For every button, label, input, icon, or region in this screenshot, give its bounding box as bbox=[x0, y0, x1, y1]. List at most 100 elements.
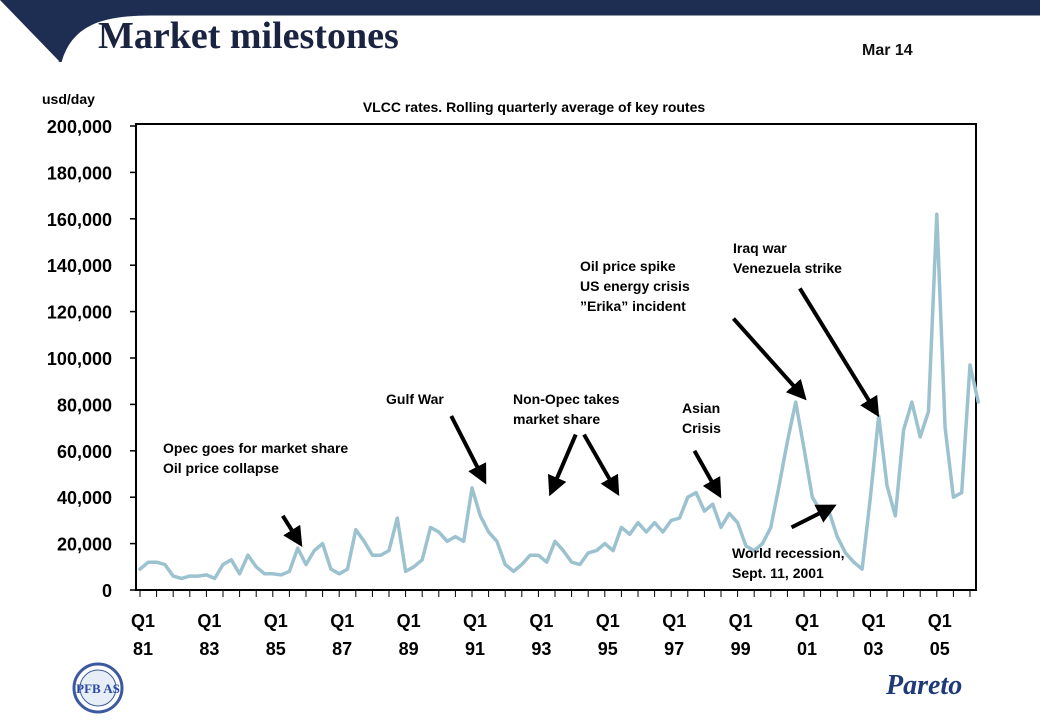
data-point bbox=[229, 558, 233, 562]
data-point bbox=[520, 563, 524, 566]
data-point bbox=[163, 563, 167, 566]
data-point bbox=[404, 570, 407, 573]
data-point bbox=[329, 567, 333, 571]
data-point bbox=[769, 525, 773, 529]
annotation-text: Non-Opec takes bbox=[513, 391, 620, 407]
data-point bbox=[171, 574, 175, 578]
data-point bbox=[852, 560, 856, 564]
data-point bbox=[802, 447, 806, 450]
data-point bbox=[603, 542, 607, 545]
data-point bbox=[777, 484, 781, 487]
y-tick-label: 140,000 bbox=[47, 256, 112, 276]
data-point bbox=[578, 563, 582, 566]
x-tick-year-label: 89 bbox=[399, 639, 419, 659]
header-underline bbox=[58, 12, 1040, 62]
data-point bbox=[238, 572, 242, 576]
annotation-text: market share bbox=[513, 411, 600, 427]
data-point bbox=[362, 539, 366, 543]
y-tick-label: 120,000 bbox=[47, 303, 112, 323]
x-tick-year-label: 01 bbox=[797, 639, 817, 659]
y-tick-label: 160,000 bbox=[47, 210, 112, 230]
data-point bbox=[595, 549, 598, 552]
data-point bbox=[213, 577, 217, 580]
data-point bbox=[844, 551, 847, 555]
data-point bbox=[279, 573, 283, 577]
y-tick-label: 0 bbox=[102, 581, 112, 601]
x-tick-year-label: 93 bbox=[531, 639, 551, 659]
data-point bbox=[628, 532, 632, 536]
x-tick-quarter-label: Q1 bbox=[729, 611, 753, 631]
pareto-logo: Pareto bbox=[886, 670, 963, 701]
data-point bbox=[661, 530, 665, 534]
data-point bbox=[927, 409, 930, 413]
data-point bbox=[337, 572, 341, 576]
data-point bbox=[935, 212, 939, 216]
y-tick-label: 80,000 bbox=[57, 395, 112, 415]
data-point bbox=[395, 516, 399, 520]
data-point bbox=[387, 549, 391, 552]
data-point bbox=[902, 428, 905, 432]
data-point bbox=[478, 514, 482, 518]
x-tick-quarter-label: Q1 bbox=[861, 611, 885, 631]
data-point bbox=[943, 426, 947, 429]
data-point bbox=[205, 573, 208, 577]
data-point bbox=[304, 563, 308, 566]
x-tick-quarter-label: Q1 bbox=[463, 611, 487, 631]
data-point bbox=[719, 525, 723, 529]
data-point bbox=[727, 512, 731, 515]
data-point bbox=[454, 535, 457, 539]
data-point bbox=[893, 514, 897, 518]
data-point bbox=[180, 577, 183, 580]
x-tick-quarter-label: Q1 bbox=[596, 611, 620, 631]
x-tick-quarter-label: Q1 bbox=[795, 611, 819, 631]
data-point bbox=[246, 553, 250, 557]
x-tick-year-label: 05 bbox=[930, 639, 950, 659]
data-point bbox=[869, 495, 872, 499]
annotation-arrow bbox=[582, 433, 620, 497]
annotation-text: Venezuela strike bbox=[733, 260, 842, 276]
annotation-arrow bbox=[692, 449, 722, 499]
slide-title: Market milestones bbox=[98, 15, 399, 57]
x-tick-year-label: 83 bbox=[199, 639, 219, 659]
data-point bbox=[703, 509, 706, 513]
data-point bbox=[412, 565, 416, 569]
x-tick-year-label: 81 bbox=[133, 639, 153, 659]
annotation-text: Gulf War bbox=[386, 391, 444, 407]
data-point bbox=[711, 502, 715, 506]
data-point bbox=[586, 551, 590, 555]
data-point bbox=[263, 572, 266, 576]
y-axis: 0 20,000 40,000 60,000 80,000 100,000 120,000 1… bbox=[47, 117, 136, 601]
annotation-text: Opec goes for market share bbox=[163, 440, 348, 456]
data-point bbox=[437, 530, 441, 534]
annotation-arrow bbox=[547, 433, 578, 497]
annotation-arrow bbox=[449, 415, 487, 485]
annotation-text: US energy crisis bbox=[580, 278, 690, 294]
annotation-arrow bbox=[798, 287, 880, 418]
data-point bbox=[752, 549, 756, 552]
data-point bbox=[296, 546, 300, 550]
y-tick-label: 100,000 bbox=[47, 349, 112, 369]
annotation-text: ”Erika” incident bbox=[580, 298, 686, 314]
data-point bbox=[810, 495, 814, 499]
x-tick-year-label: 95 bbox=[598, 639, 618, 659]
data-point bbox=[138, 567, 142, 571]
data-point bbox=[561, 549, 565, 552]
data-point bbox=[653, 521, 656, 525]
data-point bbox=[312, 549, 316, 552]
data-point bbox=[620, 525, 623, 529]
data-point bbox=[860, 567, 864, 571]
data-point bbox=[794, 400, 798, 404]
data-point bbox=[346, 567, 349, 571]
data-point bbox=[744, 544, 748, 548]
data-point bbox=[188, 574, 192, 578]
data-point bbox=[761, 542, 764, 545]
data-point bbox=[694, 491, 698, 494]
data-point bbox=[321, 542, 324, 545]
data-point bbox=[835, 535, 839, 539]
header-banner bbox=[0, 0, 1040, 62]
annotation-text: Crisis bbox=[682, 420, 721, 436]
data-point bbox=[968, 363, 972, 367]
data-point bbox=[910, 400, 914, 404]
data-point bbox=[254, 565, 258, 569]
